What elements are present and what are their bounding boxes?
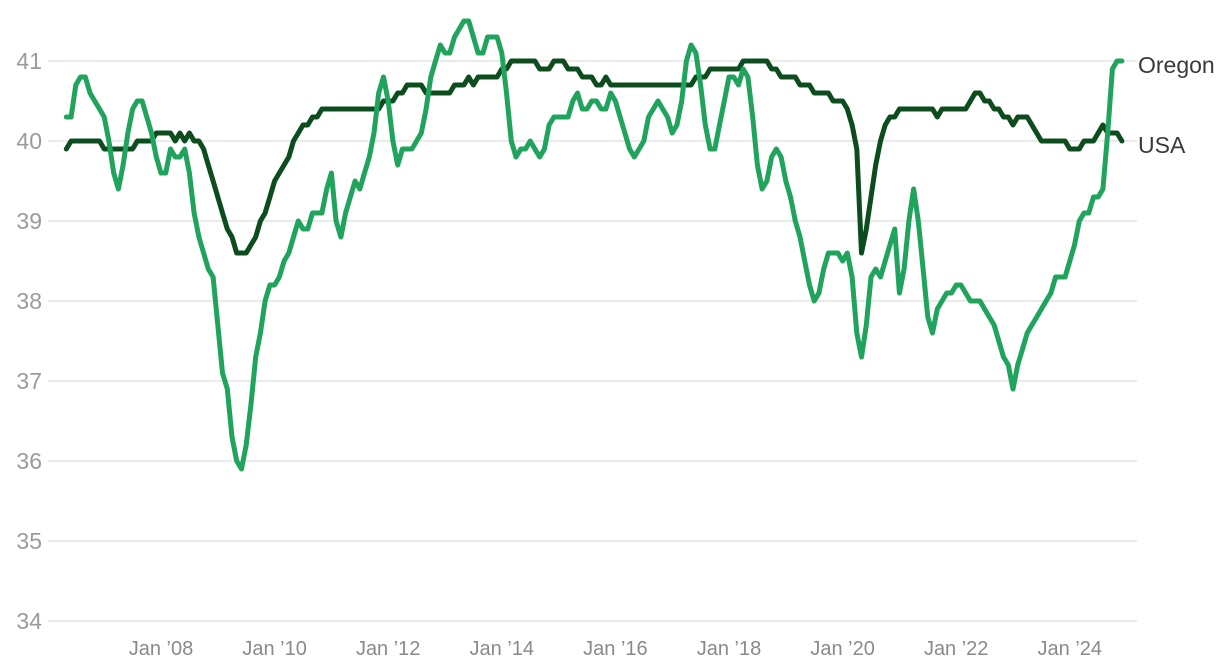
y-axis-tick-label: 38	[16, 288, 42, 314]
x-axis-tick-label: Jan ’18	[697, 638, 762, 660]
y-axis-tick-label: 34	[16, 608, 42, 634]
y-axis-tick-label: 41	[16, 48, 42, 74]
oregon-line-series	[63, 18, 1125, 472]
series-label-oregon: Oregon	[1138, 52, 1215, 78]
x-axis-tick-label: Jan ’08	[129, 638, 194, 660]
y-axis-tick-label: 40	[16, 128, 42, 154]
x-axis-tick-label: Jan ’14	[470, 638, 535, 660]
x-axis-tick-label: Jan ’12	[356, 638, 421, 660]
x-axis-tick-label: Jan ’22	[924, 638, 989, 660]
x-axis-tick-label: Jan ’10	[242, 638, 307, 660]
x-axis-tick-label: Jan ’24	[1038, 638, 1103, 660]
y-axis-tick-label: 39	[16, 208, 42, 234]
y-axis-tick-label: 36	[16, 448, 42, 474]
y-axis-tick-label: 35	[16, 528, 42, 554]
usa-line-series	[63, 58, 1125, 256]
x-axis-tick-label: Jan ’20	[810, 638, 875, 660]
y-axis-tick-label: 37	[16, 368, 42, 394]
series-label-usa: USA	[1138, 132, 1186, 158]
x-axis-tick-label: Jan ’16	[583, 638, 648, 660]
